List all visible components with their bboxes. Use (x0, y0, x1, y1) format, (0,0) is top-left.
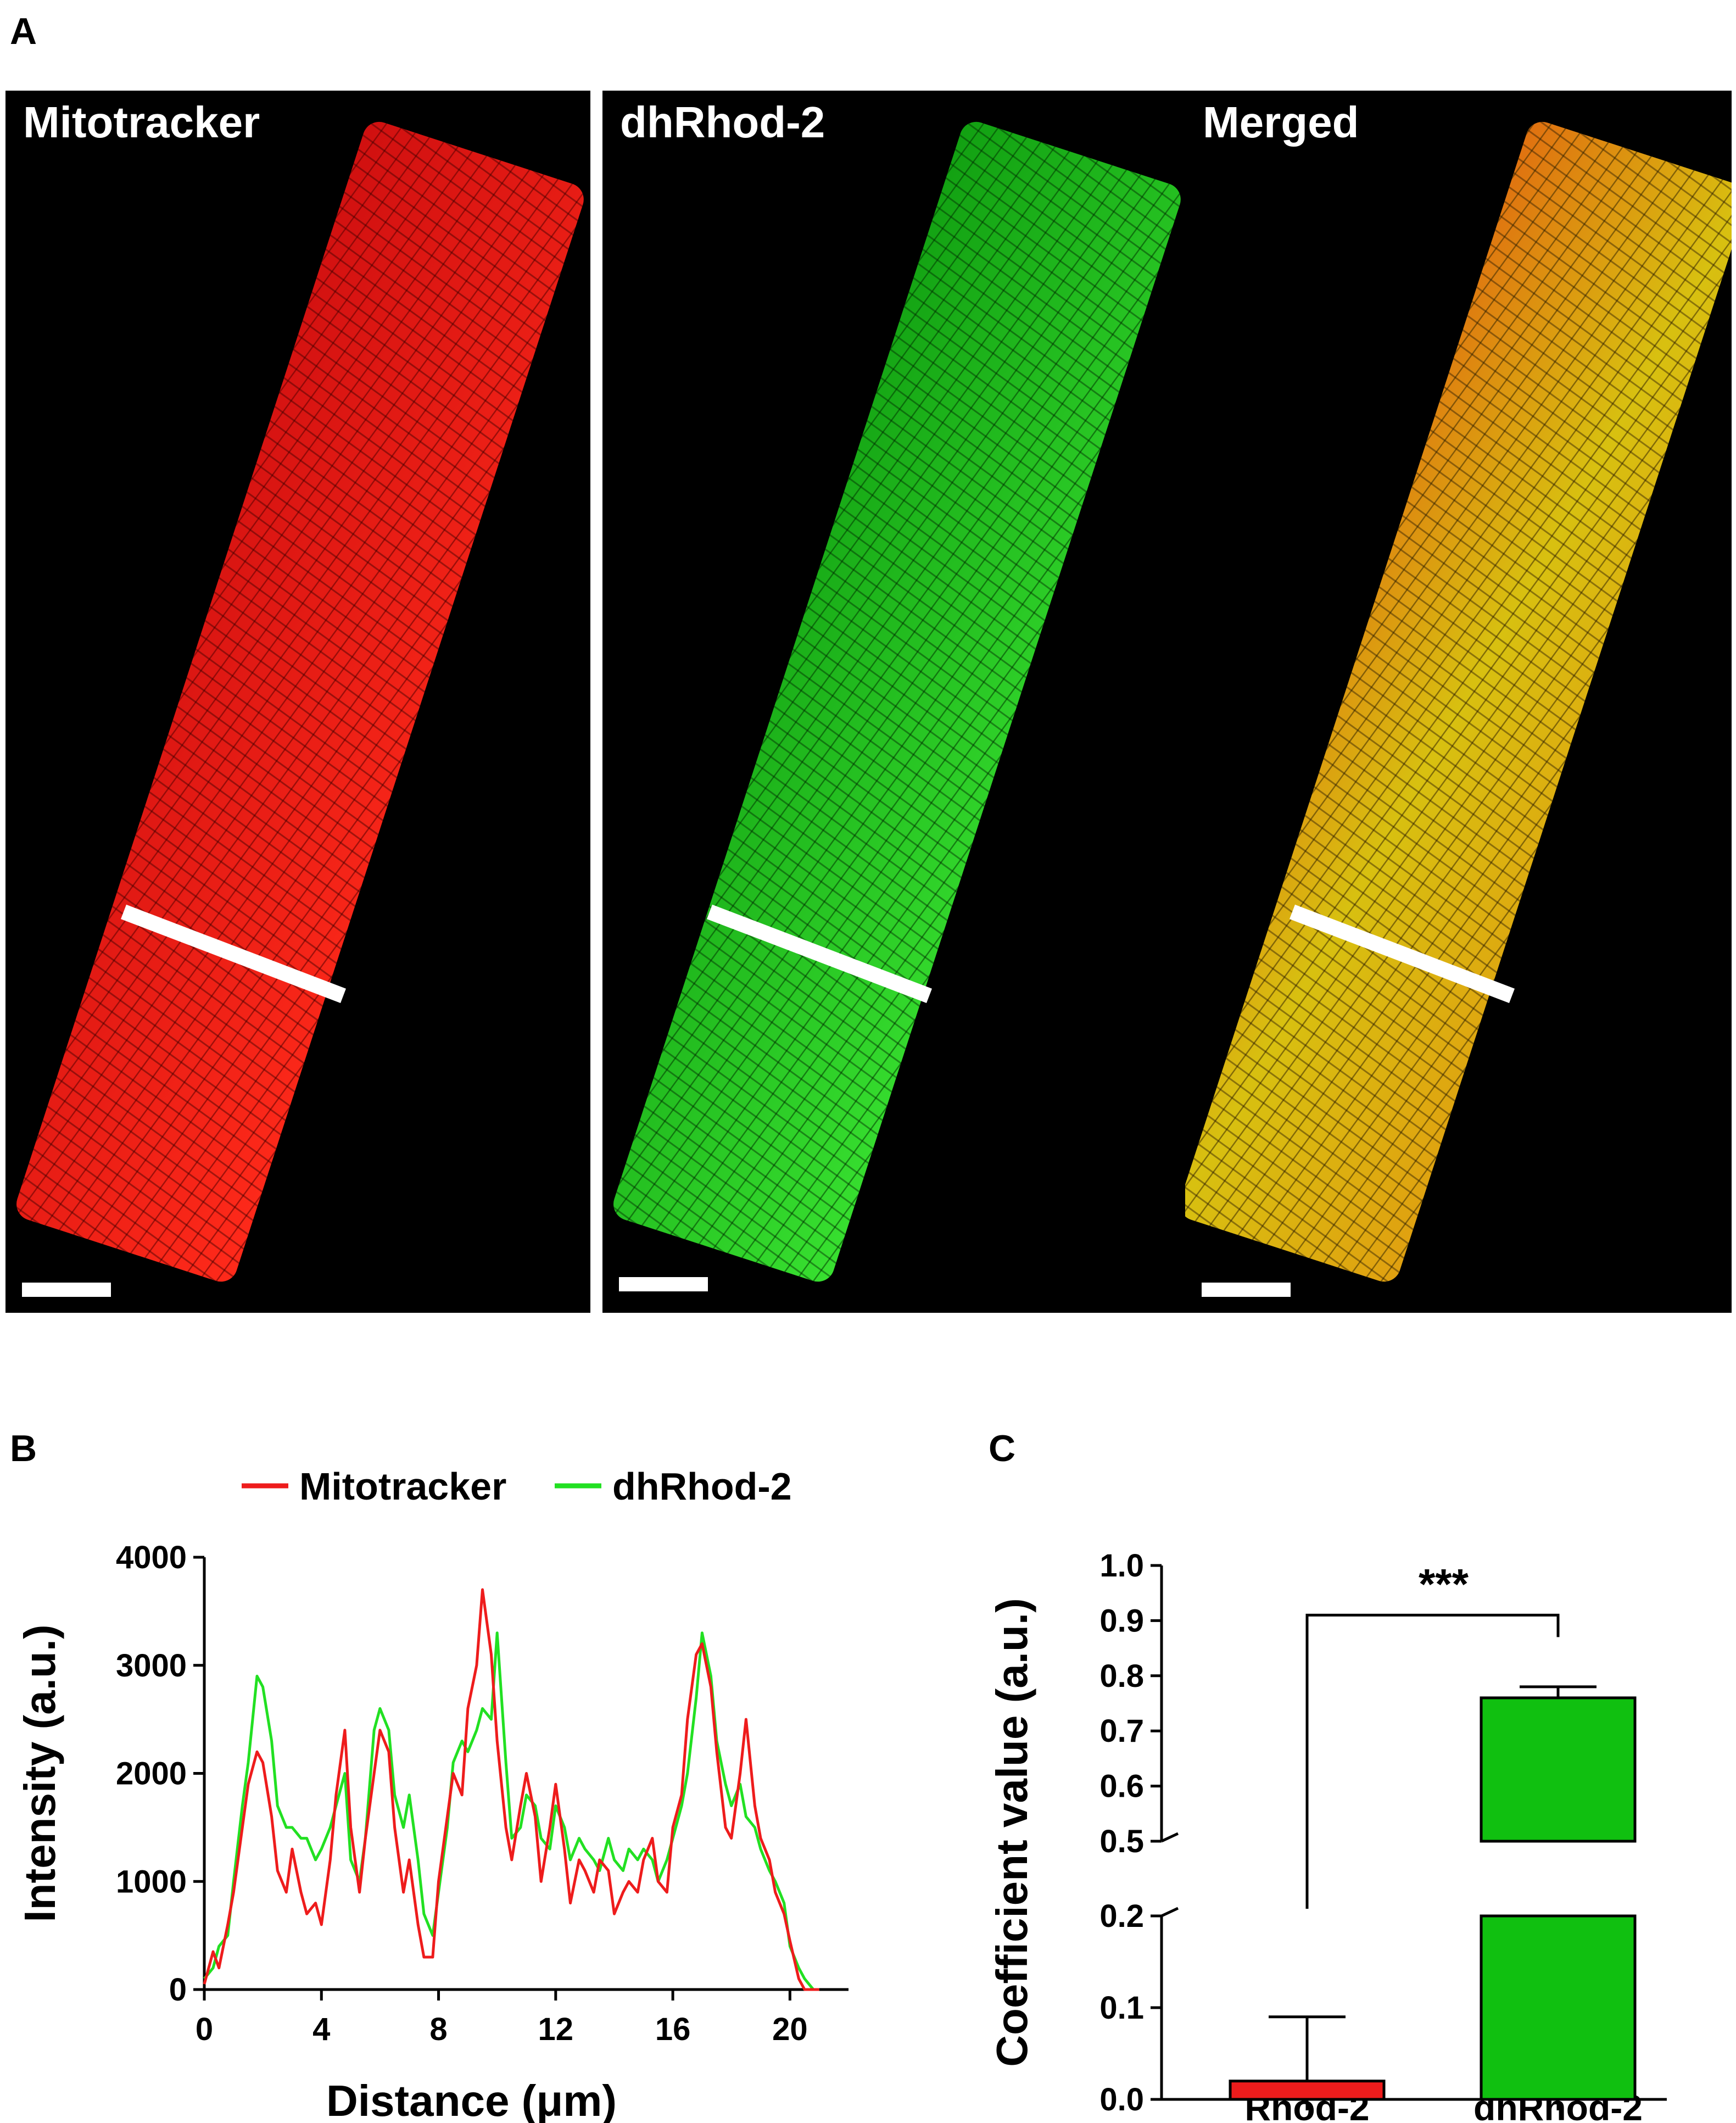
axis-break-mark (1160, 1832, 1179, 1843)
y-tick-label: 0.0 (1099, 2082, 1144, 2118)
x-tick-label: dhRhod-2 (1473, 2087, 1643, 2123)
scale-bar (619, 1277, 708, 1291)
y-tick-label: 2000 (116, 1756, 187, 1792)
intensity-chart-series (203, 1588, 819, 1991)
significance-bracket (1305, 1613, 1560, 1909)
axis-break-mark (1160, 1907, 1179, 1918)
y-tick-label: 0.6 (1099, 1769, 1144, 1804)
mitotracker-cell-image (16, 121, 584, 1297)
dhrhod2-bar-lower (1480, 1914, 1637, 2101)
y-axis-title: Coefficient value (a.u.) (987, 1598, 1036, 2066)
y-tick-label: 0 (169, 1972, 187, 2008)
y-tick-label: 0.5 (1099, 1824, 1144, 1859)
dhrhod2-cell-image (613, 121, 1181, 1291)
legend-label: dhRhod-2 (612, 1465, 792, 1508)
intensity-chart-legend: Mitotracker dhRhod-2 (242, 1465, 792, 1508)
merged-cell-image (1185, 121, 1732, 1297)
merged-panel-title: Merged (1203, 98, 1359, 147)
line-profile-marker (706, 904, 933, 1004)
x-tick-label: 20 (772, 2011, 808, 2047)
x-tick-label: 0 (196, 2011, 213, 2047)
mitotracker-image-panel: Mitotracker (5, 91, 590, 1313)
y-tick-label: 1000 (116, 1864, 187, 1899)
x-tick-label: 8 (429, 2011, 447, 2047)
scale-bar (22, 1283, 111, 1297)
intensity-chart-axes: 0 1000 2000 3000 4000 0 4 8 12 16 20 Distance (μm) I… (15, 1540, 849, 2123)
y-axis-title: Intensity (a.u.) (15, 1624, 64, 1922)
y-tick-label: 0.8 (1099, 1658, 1144, 1694)
y-tick-label: 0.2 (1099, 1898, 1144, 1934)
y-tick-label: 4000 (116, 1540, 187, 1575)
y-tick-label: 0.1 (1099, 1990, 1144, 2026)
rhod2-bar (1229, 2080, 1386, 2101)
y-tick-label: 0.7 (1099, 1713, 1144, 1749)
y-tick-label: 0.9 (1099, 1603, 1144, 1639)
dhrhod2-panel-title: dhRhod-2 (620, 98, 825, 147)
line-profile-marker (1289, 904, 1515, 1004)
dhrhod2-image-panel: dhRhod-2 (602, 91, 1187, 1313)
dhrhod2-bar-upper (1480, 1696, 1637, 1843)
x-axis-title: Distance (μm) (326, 2076, 617, 2123)
coefficient-chart-bars: *** (1229, 1559, 1637, 2101)
y-tick-label: 3000 (116, 1648, 187, 1684)
mitotracker-line (203, 1588, 819, 1991)
x-tick-label: 12 (538, 2011, 574, 2047)
dhrhod2-line (203, 1631, 819, 1991)
coefficient-chart-axes: 0.5 0.6 0.7 0.8 0.9 1.0 0.0 0.1 0.2 Coefficient v… (987, 1548, 1667, 2123)
merged-image-panel: Merged (1185, 91, 1732, 1313)
y-tick-label: 1.0 (1099, 1548, 1144, 1584)
legend-label: Mitotracker (299, 1465, 506, 1508)
x-tick-label: 4 (312, 2011, 330, 2047)
significance-label: *** (1419, 1559, 1469, 1608)
scale-bar (1202, 1283, 1291, 1297)
mitotracker-panel-title: Mitotracker (23, 98, 260, 147)
panel-label-a: A (10, 10, 37, 52)
panel-label-b: B (10, 1428, 37, 1469)
x-tick-label: Rhod-2 (1244, 2087, 1369, 2123)
panel-label-c: C (989, 1428, 1016, 1469)
x-tick-label: 16 (655, 2011, 691, 2047)
line-profile-marker (120, 904, 347, 1004)
